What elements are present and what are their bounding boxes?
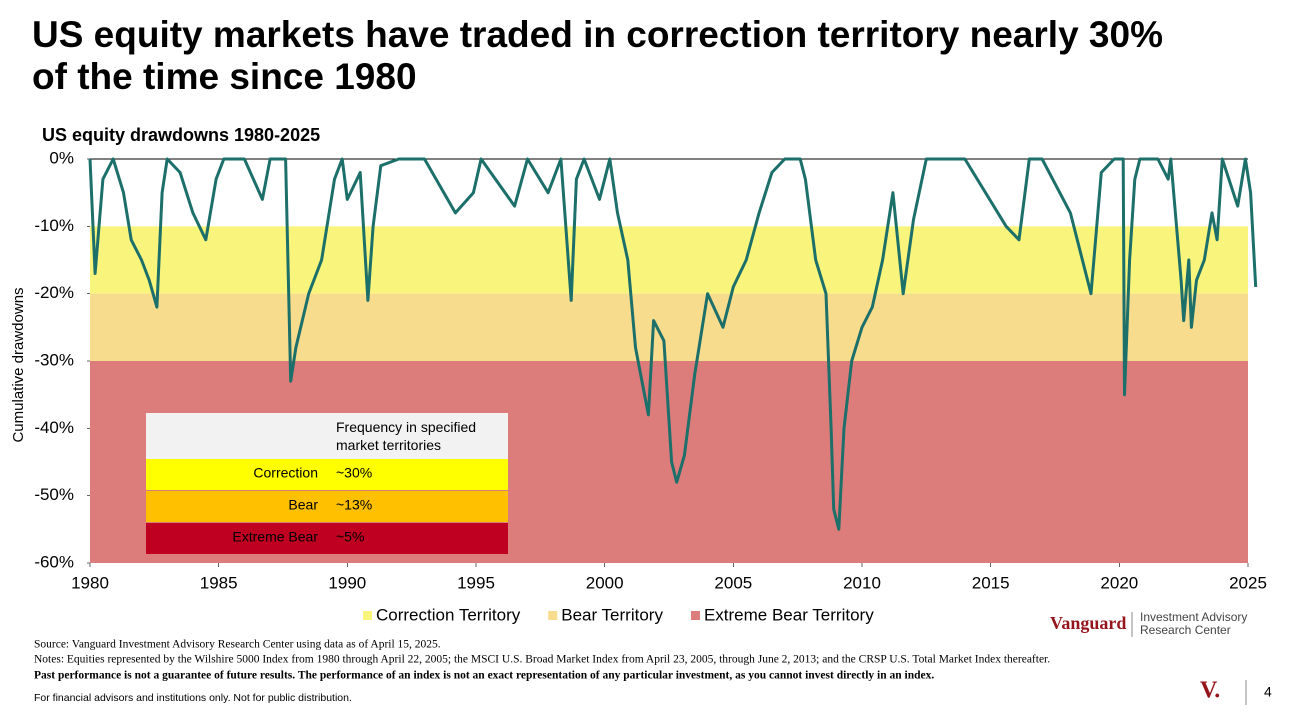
- inset-row: [146, 523, 508, 554]
- legend-swatch: [548, 611, 558, 620]
- inset-row-value: ~13%: [336, 497, 372, 513]
- legend-swatch: [690, 611, 700, 620]
- x-tick-label: 2015: [972, 573, 1010, 592]
- inset-row: [146, 459, 508, 490]
- inset-row-label: Correction: [253, 465, 318, 481]
- legend-label: Extreme Bear Territory: [704, 605, 874, 624]
- line: [88, 157, 1258, 531]
- legend-label: Bear Territory: [561, 605, 663, 624]
- page-number: 4: [1264, 684, 1272, 700]
- distribution-note: For financial advisors and institutions …: [34, 692, 352, 704]
- x-tick-label: 2005: [714, 573, 752, 592]
- inset-row-value: ~30%: [336, 465, 372, 481]
- notes: Notes: Equities represented by the Wilsh…: [34, 654, 1050, 666]
- inset-row-label: Extreme Bear: [232, 529, 318, 545]
- y-tick-label: -20%: [34, 283, 74, 302]
- inset: Frequency in specified market territorie…: [146, 413, 508, 554]
- brand-sub: Research Center: [1140, 623, 1231, 637]
- legend-swatch: [363, 611, 372, 620]
- x-tick-label: 1995: [457, 573, 495, 592]
- disclaimer: Past performance is not a guarantee of f…: [34, 670, 934, 682]
- brand-sub: Investment Advisory: [1140, 610, 1247, 624]
- inset-title-box: Frequency in specified market territorie…: [336, 419, 477, 453]
- y-axis-label: Cumulative drawdowns: [10, 287, 27, 442]
- band: [90, 293, 1248, 361]
- y-tick-label: 0%: [49, 148, 74, 167]
- inset-row-value: ~5%: [336, 529, 364, 545]
- inset-title: Frequency in specified market territorie…: [336, 419, 477, 453]
- y-tick-label: -30%: [34, 350, 74, 369]
- x-tick-label: 1990: [328, 573, 366, 592]
- inset-row-label: Bear: [288, 497, 318, 513]
- title-box: US equity markets have traded in correct…: [32, 14, 1163, 97]
- chart-subtitle: US equity drawdowns 1980-2025: [42, 125, 320, 145]
- logo-mark: V.: [1200, 678, 1220, 704]
- x-tick-label: 2010: [843, 573, 881, 592]
- inset-header: [146, 413, 508, 459]
- chart-title: US equity markets have traded in correct…: [32, 14, 1163, 97]
- brand: Vanguard: [1050, 613, 1126, 633]
- legend-label: Correction Territory: [376, 605, 521, 624]
- x-tick-label: 1980: [71, 573, 109, 592]
- y-tick-label: -10%: [34, 216, 74, 235]
- y-tick-label: -40%: [34, 418, 74, 437]
- x-tick-label: 1985: [200, 573, 238, 592]
- inset-row: [146, 491, 508, 522]
- x-tick-label: 2000: [586, 573, 624, 592]
- y-tick-label: -50%: [34, 485, 74, 504]
- band: [90, 226, 1248, 294]
- y-tick-label: -60%: [34, 552, 74, 571]
- source: Source: Vanguard Investment Advisory Res…: [34, 639, 441, 651]
- x-tick-label: 2020: [1100, 573, 1138, 592]
- x-tick-label: 2025: [1229, 573, 1267, 592]
